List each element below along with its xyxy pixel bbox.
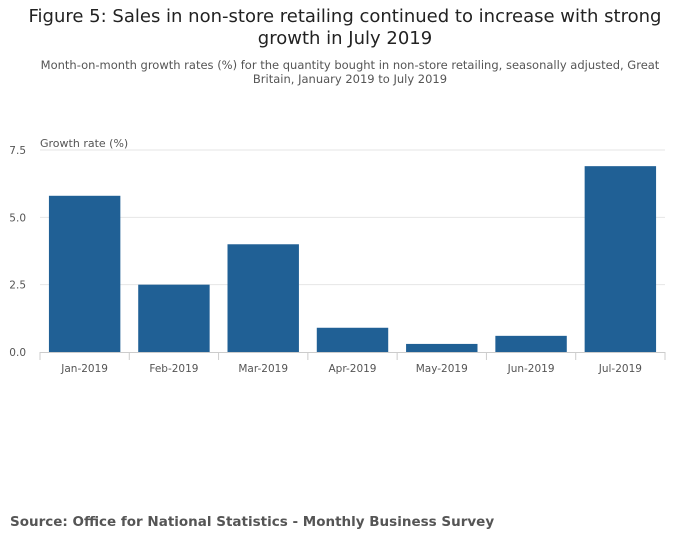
x-tick-label: Mar-2019 (238, 363, 288, 375)
y-tick-label: 7.5 (9, 145, 26, 157)
bar-mar-2019 (227, 244, 299, 352)
bar-may-2019 (406, 343, 478, 352)
source-note: Source: Office for National Statistics -… (10, 514, 495, 530)
chart-title: Figure 5: Sales in non-store retailing c… (28, 6, 662, 49)
y-tick-label: 2.5 (9, 280, 26, 292)
y-axis-label: Growth rate (%) (40, 137, 128, 150)
x-tick-label: May-2019 (416, 363, 468, 375)
chart-subtitle: Month-on-month growth rates (%) for the … (40, 58, 660, 86)
bar-jun-2019 (495, 335, 567, 352)
bar-feb-2019 (138, 284, 210, 352)
x-tick-label: Apr-2019 (328, 363, 376, 375)
x-tick-label: Feb-2019 (149, 363, 198, 375)
bar-apr-2019 (316, 327, 389, 352)
x-tick-label: Jun-2019 (507, 363, 555, 375)
bar-jan-2019 (48, 195, 121, 352)
y-tick-label: 0.0 (9, 347, 26, 359)
y-tick-label: 5.0 (9, 212, 26, 224)
x-tick-label: Jul-2019 (598, 363, 642, 375)
x-tick-label: Jan-2019 (60, 363, 108, 375)
bar-jul-2019 (584, 166, 657, 352)
